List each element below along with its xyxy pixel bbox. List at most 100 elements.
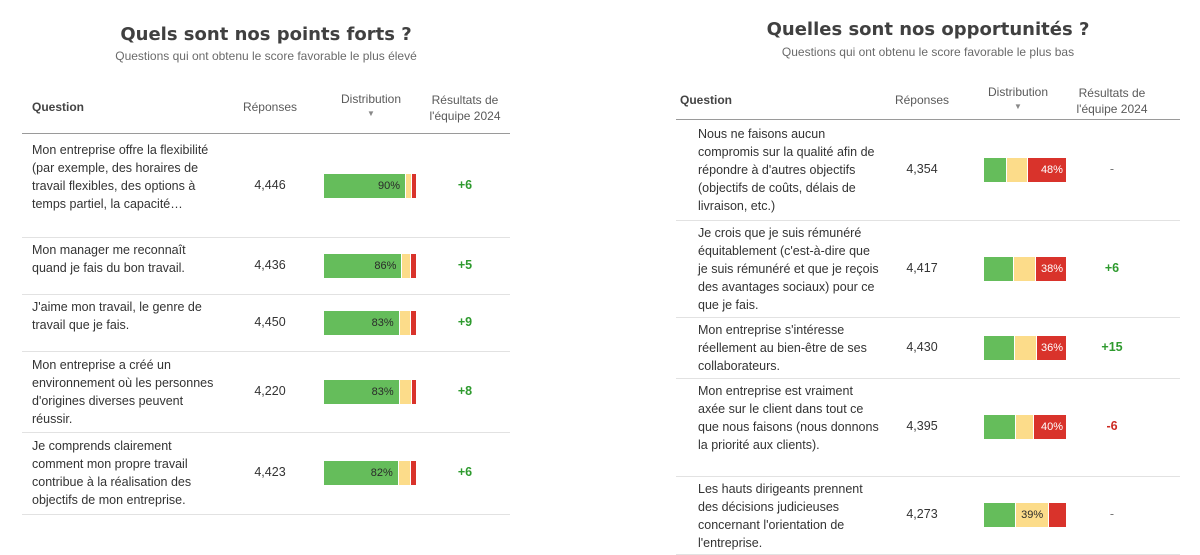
unfavorable-segment [411,310,416,335]
response-count: 4,417 [906,260,938,275]
team-result: +15 [1101,339,1123,354]
response-count: 4,273 [906,507,938,521]
segment-gap [410,461,412,485]
sort-arrow-icon[interactable]: ▼ [367,109,375,118]
table-row[interactable]: Les hauts dirigeants prennent des décisi… [676,476,1180,555]
favorable-segment [984,256,1013,281]
header-divider [22,133,510,134]
favorable-segment [984,335,1014,360]
response-count: 4,436 [254,257,286,272]
team-result: -6 [1106,419,1118,433]
question-text: Mon entreprise a créé un environnement o… [32,357,214,426]
response-count: 4,395 [906,419,938,433]
sort-arrow-icon[interactable]: ▼ [1014,102,1022,111]
segment-gap [398,310,400,335]
unfavorable-segment: 38% [1035,256,1066,281]
neutral-segment [1013,256,1035,281]
response-count: 4,220 [254,383,286,398]
neutral-segment [402,253,410,278]
distribution-header-label: Distribution [340,92,402,106]
segment-gap [1034,256,1036,281]
segment-gap [1036,335,1038,360]
header-divider [676,119,1180,120]
opportunities-subtitle: Questions qui ont obtenu le score favora… [781,45,1075,59]
column-header-results: Résultats de l'équipe 2024 [429,93,501,123]
segment-gap [1012,256,1014,281]
neutral-segment [398,461,411,485]
column-header-responses: Réponses [242,100,298,114]
unfavorable-segment: 36% [1037,335,1066,360]
column-header-distribution[interactable]: Distribution ▼ [972,85,1064,111]
column-header-distribution[interactable]: Distribution ▼ [322,92,420,118]
favorable-segment [984,158,1007,182]
unfavorable-segment [410,253,416,278]
column-header-question: Question [32,100,85,114]
segment-gap [1032,415,1034,439]
distribution-bar[interactable]: 83% [324,379,416,404]
team-result: +6 [1104,260,1120,275]
distribution-bar[interactable]: 40% [984,415,1066,439]
favorable-segment: 86% [324,253,402,278]
distribution-bar[interactable]: 36% [984,335,1066,360]
neutral-segment [1007,158,1027,182]
segment-gap [1006,158,1008,182]
favorable-segment: 90% [324,173,405,198]
distribution-bar[interactable]: 83% [324,310,416,335]
table-row[interactable]: Mon entreprise a créé un environnement o… [22,351,510,433]
table-row[interactable]: Mon entreprise s'intéresse réellement au… [676,317,1180,379]
question-text: Mon entreprise est vraiment axée sur le … [698,384,879,452]
favorable-segment: 83% [324,379,399,404]
unfavorable-segment: 48% [1027,158,1066,182]
segment-gap [398,379,400,404]
favorable-segment [984,503,1016,527]
table-row[interactable]: Mon manager me reconnaît quand je fais d… [22,237,510,295]
unfavorable-segment: 40% [1033,415,1066,439]
column-header-question: Question [680,93,733,107]
unfavorable-segment [411,173,416,198]
team-result: - [1109,507,1115,521]
response-count: 4,450 [254,314,286,329]
question-text: Je crois que je suis rémunéré équitablem… [698,226,879,312]
favorable-segment: 82% [324,461,398,485]
distribution-bar[interactable]: 86% [324,253,416,278]
table-row[interactable]: Mon entreprise offre la flexibilité (par… [22,134,510,238]
unfavorable-segment [1049,503,1066,527]
table-row[interactable]: Nous ne faisons aucun compromis sur la q… [676,120,1180,221]
unfavorable-segment [411,461,416,485]
team-result: +6 [457,465,473,479]
segment-gap [410,173,412,198]
distribution-bar[interactable]: 90% [324,173,416,198]
distribution-bar[interactable]: 48% [984,158,1066,182]
distribution-bar[interactable]: 39% [984,503,1066,527]
question-text: Mon entreprise offre la flexibilité (par… [32,142,209,211]
team-result: +9 [457,314,473,329]
neutral-segment [399,310,411,335]
segment-gap [410,310,412,335]
question-text: J'aime mon travail, le genre de travail … [32,300,202,332]
team-result: - [1109,162,1115,176]
strengths-title: Quels sont nos points forts ? [120,24,412,45]
team-result: +6 [457,177,473,192]
table-row[interactable]: Je crois que je suis rémunéré équitablem… [676,220,1180,318]
distribution-bar[interactable]: 38% [984,256,1066,281]
question-text: Mon entreprise s'intéresse réellement au… [698,323,867,373]
segment-gap [409,253,411,278]
table-row[interactable]: J'aime mon travail, le genre de travail … [22,294,510,352]
favorable-segment: 83% [324,310,399,335]
neutral-segment: 39% [1016,503,1049,527]
distribution-bar[interactable]: 82% [324,461,416,485]
segment-gap [411,379,413,404]
segment-gap [1026,158,1028,182]
neutral-segment [1016,415,1033,439]
table-row[interactable]: Mon entreprise est vraiment axée sur le … [676,378,1180,477]
table-row[interactable]: Je comprends clairement comment mon prop… [22,432,510,515]
question-text: Je comprends clairement comment mon prop… [32,439,192,507]
response-count: 4,446 [254,177,286,192]
segment-gap [401,253,403,278]
distribution-header-label: Distribution [987,85,1049,99]
unfavorable-segment [412,379,416,404]
column-header-responses: Réponses [894,93,950,107]
response-count: 4,423 [254,465,286,479]
question-text: Les hauts dirigeants prennent des décisi… [698,482,863,550]
segment-gap [1015,503,1017,527]
